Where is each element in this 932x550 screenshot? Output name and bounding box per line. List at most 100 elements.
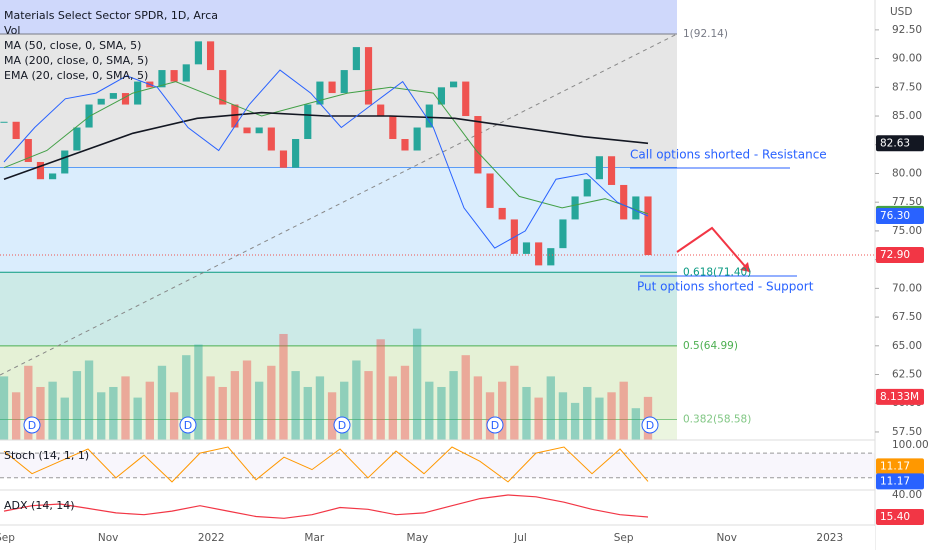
candle [644, 196, 652, 256]
dividend-label: D [338, 419, 346, 432]
fib-zone [0, 272, 677, 346]
price-badge-label: 11.17 [880, 460, 910, 472]
volume-bar [425, 381, 434, 440]
price-badge-label: 72.90 [880, 249, 910, 261]
fib-label: 0.618(71.40) [683, 266, 751, 278]
ma-line [3, 111, 649, 180]
x-tick-label: Jul [513, 532, 527, 544]
candle [182, 64, 190, 82]
volume-bar [619, 381, 628, 440]
dividend-icon [23, 416, 41, 434]
y-tick-label: 90.00 [892, 53, 922, 65]
legend: MA (50, close, 0, SMA, 5) [4, 39, 141, 52]
volume-bar [133, 397, 142, 440]
volume-bar [485, 392, 495, 440]
dividend-icon [333, 416, 351, 434]
volume-bar [48, 381, 57, 440]
candle [279, 150, 288, 168]
candle [450, 81, 458, 88]
dividend-label: D [184, 419, 192, 432]
currency: USD [890, 6, 912, 18]
candle [304, 104, 312, 140]
x-tick-label: Sep [0, 532, 15, 544]
candle [49, 173, 57, 180]
candle [24, 139, 32, 162]
candle [36, 161, 45, 180]
fib-zone [0, 0, 677, 35]
volume-bar [206, 376, 215, 440]
ma-line [3, 81, 649, 215]
volume-bar [522, 386, 531, 440]
candle [437, 87, 446, 105]
candle [121, 93, 130, 105]
legend: ADX (14, 14) [4, 499, 75, 512]
candle [462, 81, 470, 117]
volume-bar [24, 365, 33, 440]
price-badge [876, 247, 924, 264]
price-badge [876, 458, 924, 475]
volume-bar [0, 376, 9, 440]
volume-bar [352, 360, 361, 440]
fib-label: 0.5(64.99) [683, 340, 738, 352]
volume-bar [267, 365, 276, 440]
volume-bar [315, 376, 325, 440]
candle [595, 156, 603, 180]
price-badge-label: 8.133M [880, 391, 919, 403]
price-badge [876, 135, 924, 152]
candle [632, 196, 640, 220]
price-badge-label: 11.17 [880, 475, 910, 487]
price-badge-label: 15.40 [880, 511, 910, 523]
y-tick-label: 62.50 [892, 369, 922, 381]
candle [109, 93, 117, 99]
volume-bar [97, 392, 106, 440]
candle [547, 248, 555, 266]
candle [61, 150, 69, 174]
volume-bar [534, 397, 543, 440]
volume-bar [364, 371, 373, 440]
ma-line [3, 69, 649, 249]
x-tick-label: May [407, 532, 429, 544]
candle [231, 104, 239, 128]
volume-bar [157, 365, 167, 440]
candle [607, 156, 616, 185]
volume-bar [376, 339, 385, 440]
volume-bar [473, 376, 483, 440]
dividend-icon [486, 416, 504, 434]
volume-bar [449, 371, 458, 440]
volume-bar [303, 386, 312, 440]
volume-bar [631, 408, 641, 440]
volume-bar [230, 371, 240, 440]
annotation: Put options shorted - Support [637, 280, 814, 294]
x-tick-label: Sep [614, 532, 634, 544]
volume-bar [279, 333, 288, 440]
volume-bar [327, 392, 337, 440]
candle [352, 47, 360, 71]
fib-zone [0, 34, 677, 168]
candle [73, 127, 81, 151]
volume-bar [194, 344, 203, 440]
candle [364, 47, 373, 105]
volume-bar [595, 397, 604, 440]
candle [219, 70, 227, 105]
arrow [676, 226, 751, 273]
dividend-icon [179, 416, 197, 434]
fib-label: 1(92.14) [683, 28, 728, 40]
price-badge-label: 82.63 [880, 137, 910, 149]
y-tick-label: 92.50 [892, 24, 922, 36]
candle [413, 127, 421, 151]
candle [340, 70, 348, 94]
volume-bar [72, 371, 82, 440]
price-badge [876, 207, 924, 224]
chart-title: Materials Select Sector SPDR, 1D, Arca [4, 9, 218, 22]
y-tick-label: 67.50 [892, 311, 922, 323]
volume-bar [121, 376, 130, 440]
candle [316, 81, 324, 105]
candle [401, 139, 409, 151]
candle [243, 127, 251, 134]
volume-bar [558, 392, 568, 440]
price-badge-label: 76.30 [880, 210, 910, 222]
candle [389, 116, 397, 140]
arrow-head [740, 262, 750, 272]
candle [194, 41, 202, 65]
